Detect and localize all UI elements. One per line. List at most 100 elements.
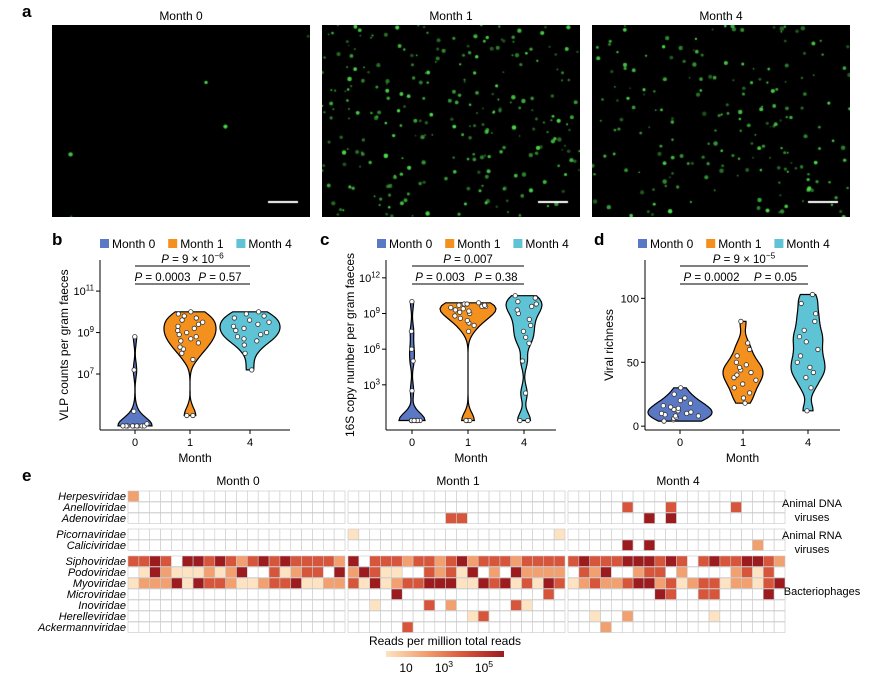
heatmap-cell-0-28	[434, 490, 446, 502]
plot-b-point-0-9	[144, 421, 150, 427]
heatmap-cell-11-10	[236, 621, 248, 633]
heatmap-cell-9-31	[467, 599, 479, 611]
heatmap-cell-7-2	[149, 577, 161, 589]
plot-b-xtick-label-0: 0	[132, 437, 138, 449]
plot-d-xlabel: Month	[726, 451, 759, 465]
heatmap-cell-10-14	[279, 610, 292, 622]
heatmap-cell-7-34	[499, 577, 512, 589]
heatmap-group-title-2: Month 4	[656, 474, 700, 488]
heatmap-row-label-6: Podoviridae	[68, 567, 126, 579]
heatmap-cell-9-21	[358, 599, 371, 611]
heatmap-cell-10-23	[380, 610, 392, 622]
heatmap-cell-3-53	[708, 528, 721, 540]
plot-c-point-1-7	[457, 315, 463, 321]
heatmap-cell-7-36	[521, 577, 533, 589]
heatmap-cell-6-23	[380, 566, 392, 578]
heatmap-cell-6-34	[499, 566, 512, 578]
heatmap-cell-11-5	[181, 621, 194, 633]
heatmap-cell-2-55	[730, 512, 742, 524]
heatmap-cell-5-6	[192, 555, 205, 567]
heatmap-cell-10-34	[499, 610, 512, 622]
heatmap-cell-6-28	[434, 566, 446, 578]
plot-d-point-0-15	[687, 400, 694, 406]
heatmap-cell-0-1	[138, 490, 151, 502]
heatmap-cell-6-10	[236, 566, 248, 578]
heatmap-cell-11-12	[257, 621, 270, 633]
heatmap-cell-7-0	[127, 577, 140, 589]
plot-b-point-2-6	[258, 331, 264, 338]
heatmap-cell-0-9	[225, 490, 237, 502]
plot-b-point-2-3	[254, 338, 260, 344]
plot-b-legend-swatch-1	[168, 239, 178, 248]
plot-c-point-1-21	[475, 300, 482, 306]
plot-b-point-1-20	[175, 311, 181, 317]
plot-b-bracket-label-0: P = 9 × 10−6​	[161, 251, 224, 266]
plot-b-point-1-9	[193, 334, 199, 340]
heatmap-cell-10-7	[203, 610, 216, 622]
heatmap-cell-10-25	[401, 610, 414, 622]
heatmap-cell-0-12	[257, 490, 270, 502]
heatmap-cell-7-53	[708, 577, 721, 589]
heatmap-cell-7-7	[203, 577, 216, 589]
heatmap-cell-9-10	[236, 599, 248, 611]
heatmap-cell-3-18	[322, 528, 335, 540]
plot-b-point-0-11	[131, 367, 137, 373]
plot-b-point-2-0	[249, 367, 255, 373]
heatmap-cell-9-53	[708, 599, 721, 611]
heatmap-cell-10-5	[181, 610, 194, 622]
heatmap-cell-8-16	[301, 588, 313, 600]
heatmap-cell-2-13	[268, 512, 281, 524]
heatmap-cell-5-19	[333, 555, 346, 567]
heatmap-cell-7-37	[532, 577, 544, 589]
heatmap-cell-5-25	[401, 555, 414, 567]
plot-b-point-1-16	[200, 319, 206, 325]
heatmap-cell-7-48	[654, 577, 666, 589]
heatmap-cell-10-31	[467, 610, 479, 622]
plot-d-legend-label-0: Month 0	[650, 237, 694, 251]
heatmap-cell-5-30	[456, 555, 468, 567]
heatmap-cell-8-34	[499, 588, 512, 600]
heatmap-cell-3-47	[643, 528, 656, 540]
plot-c-point-1-2	[463, 417, 469, 424]
heatmap-cell-8-20	[347, 588, 360, 600]
heatmap-cell-7-42	[589, 577, 601, 589]
heatmap-row-label-3: Picornaviridae	[56, 529, 126, 541]
heatmap-cell-4-13	[268, 539, 281, 551]
heatmap-cell-6-4	[171, 566, 183, 578]
heatmap-cell-8-26	[412, 588, 425, 600]
heatmap-cell-2-44	[611, 512, 623, 524]
heatmap-cell-11-50	[676, 621, 688, 633]
heatmap-cell-3-44	[611, 528, 623, 540]
heatmap-cell-3-54	[719, 528, 732, 540]
heatmap-cell-11-33	[488, 621, 501, 633]
heatmap-row-label-2: Adenoviridae	[61, 513, 126, 525]
heatmap-cell-11-25	[401, 621, 414, 633]
heatmap-cell-5-10	[236, 555, 248, 567]
heatmap-cell-11-37	[532, 621, 544, 633]
heatmap-cell-4-4	[171, 539, 183, 551]
heatmap-cell-10-13	[268, 610, 281, 622]
heatmap-cell-6-1	[138, 566, 151, 578]
heatmap-cell-3-49	[665, 528, 677, 540]
heatmap-cell-6-26	[412, 566, 425, 578]
heatmap-cell-6-15	[290, 566, 302, 578]
heatmap-cell-11-22	[369, 621, 381, 633]
plot-b-point-1-15	[195, 321, 202, 327]
heatmap-cell-0-2	[149, 490, 161, 502]
heatmap-cell-9-2	[149, 599, 161, 611]
heatmap-cell-7-10	[236, 577, 248, 589]
heatmap-cell-1-52	[697, 501, 710, 513]
heatmap-cell-6-43	[600, 566, 612, 578]
heatmap-cell-7-5	[181, 577, 194, 589]
heatmap-cell-10-45	[621, 610, 634, 622]
plot-c-bracket-label-0: P = 0.007	[443, 254, 493, 266]
heatmap-cell-8-47	[643, 588, 656, 600]
plot-c-point-1-17	[456, 302, 462, 308]
heatmap-cell-2-6	[192, 512, 205, 524]
heatmap-cell-7-9	[225, 577, 237, 589]
heatmap-cell-3-22	[369, 528, 381, 540]
heatmap-cell-1-9	[225, 501, 237, 513]
plot-b-point-2-10	[230, 323, 237, 329]
heatmap-cell-3-28	[434, 528, 446, 540]
